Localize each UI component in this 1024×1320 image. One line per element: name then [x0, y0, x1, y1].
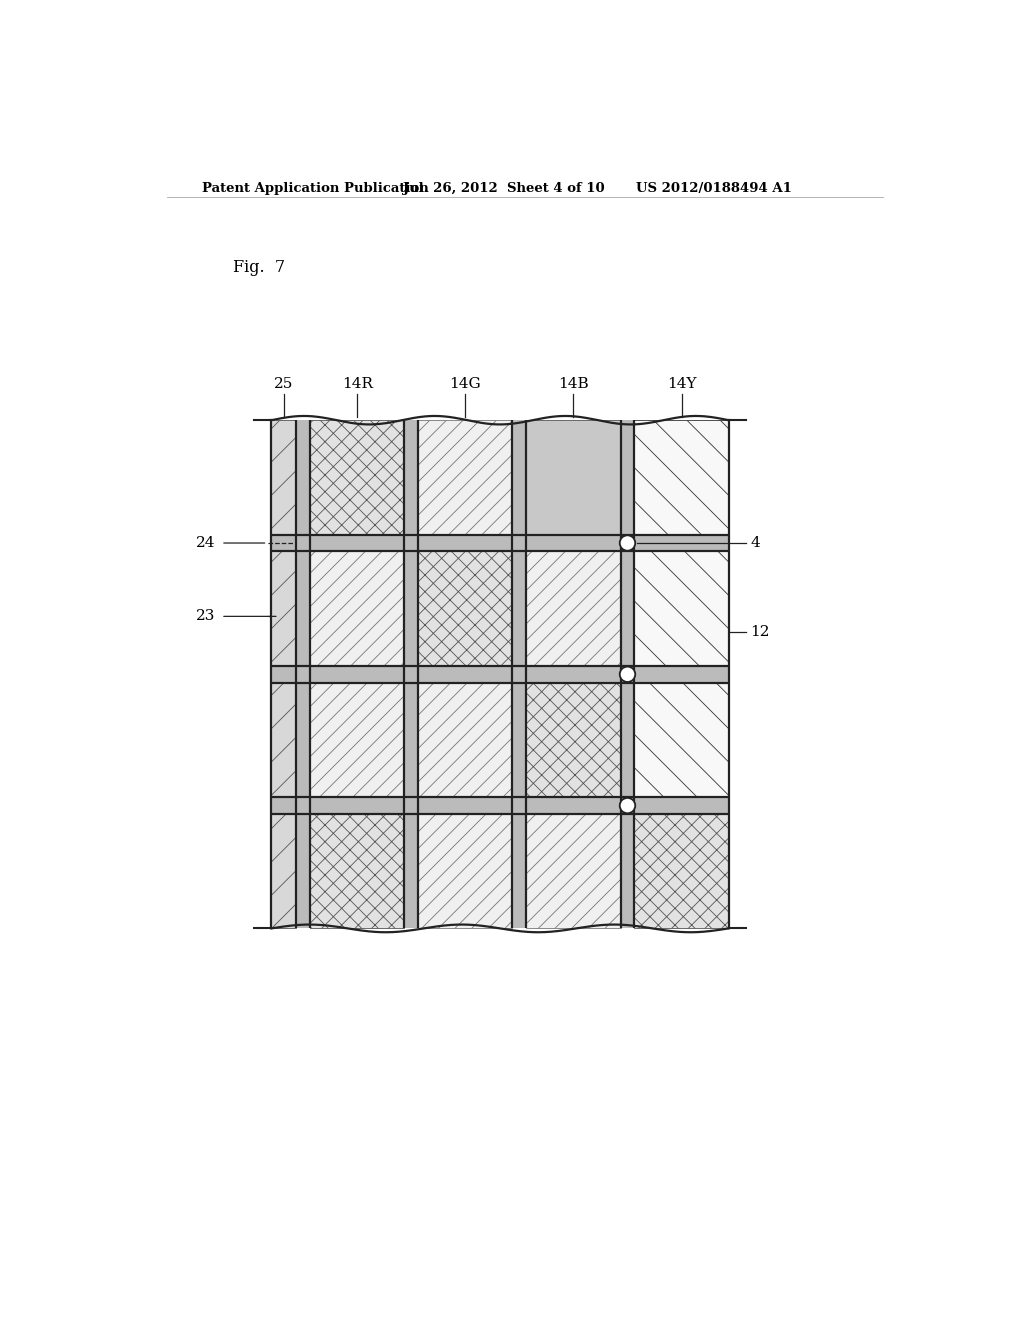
Circle shape	[620, 536, 635, 550]
Bar	[296, 420, 310, 928]
Bar	[310, 682, 404, 797]
Text: 24: 24	[196, 536, 216, 550]
Bar	[271, 682, 296, 797]
Text: US 2012/0188494 A1: US 2012/0188494 A1	[636, 182, 792, 194]
Bar	[271, 535, 729, 552]
Bar	[526, 682, 621, 797]
Text: Patent Application Publication: Patent Application Publication	[202, 182, 428, 194]
Bar	[418, 814, 512, 928]
Bar	[621, 420, 635, 928]
Circle shape	[620, 667, 635, 682]
Bar	[271, 814, 296, 928]
Circle shape	[620, 797, 635, 813]
Text: 14G: 14G	[450, 378, 481, 391]
Text: Fig.  7: Fig. 7	[232, 259, 285, 276]
Bar	[310, 552, 404, 665]
Bar	[418, 682, 512, 797]
Bar	[404, 420, 418, 928]
Bar	[526, 420, 621, 535]
Text: 14R: 14R	[342, 378, 373, 391]
Bar	[271, 797, 729, 814]
Bar	[271, 420, 296, 535]
Bar	[271, 552, 296, 665]
Bar	[512, 420, 526, 928]
Bar	[635, 814, 729, 928]
Bar	[310, 814, 404, 928]
Bar	[635, 682, 729, 797]
Text: 12: 12	[751, 624, 770, 639]
Text: 14B: 14B	[558, 378, 589, 391]
Bar	[271, 665, 729, 682]
Text: 25: 25	[274, 378, 294, 391]
Text: 23: 23	[197, 610, 216, 623]
Bar	[635, 420, 729, 535]
Bar	[635, 552, 729, 665]
Bar	[418, 552, 512, 665]
Bar	[310, 420, 404, 535]
Text: Jul. 26, 2012  Sheet 4 of 10: Jul. 26, 2012 Sheet 4 of 10	[403, 182, 605, 194]
Text: 14Y: 14Y	[667, 378, 696, 391]
Bar	[418, 420, 512, 535]
Bar	[526, 814, 621, 928]
Bar	[526, 552, 621, 665]
Text: 4: 4	[751, 536, 760, 550]
